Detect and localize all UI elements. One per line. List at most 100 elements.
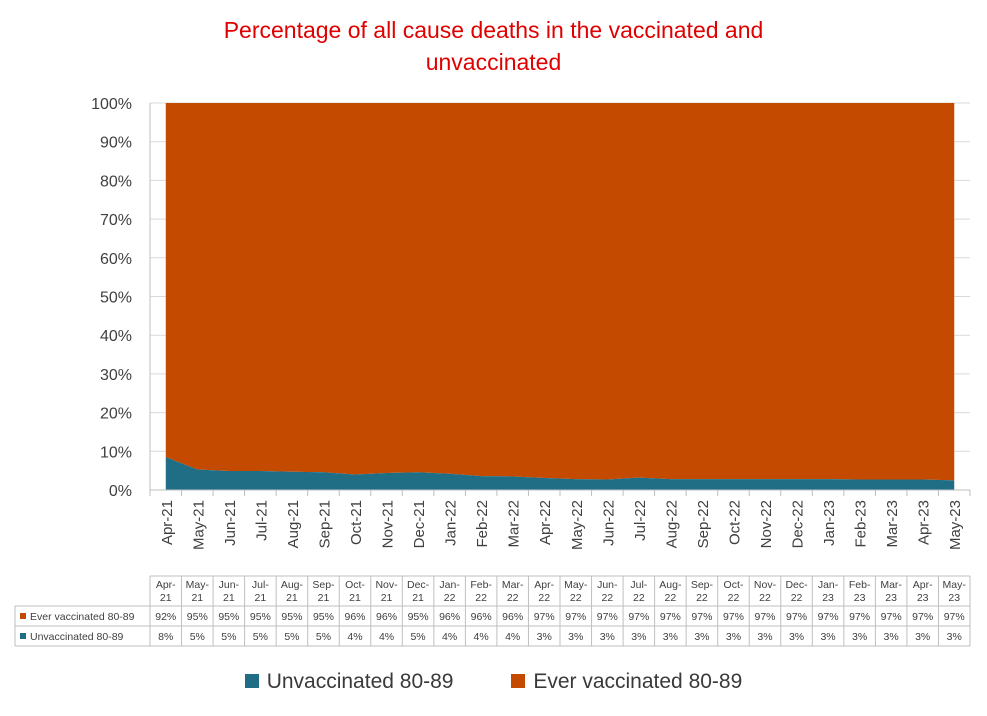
table-cell-value: 5% [284, 631, 299, 643]
chart-title-line-2: unvaccinated [425, 49, 562, 75]
table-header-month: Dec- [407, 579, 430, 591]
legend-swatch-ever-vaccinated [511, 673, 526, 688]
table-cell-value: 97% [754, 611, 775, 623]
x-tick-label: Feb-22 [474, 500, 491, 548]
table-header-month: Oct- [345, 579, 365, 591]
table-header-year: 23 [854, 592, 866, 604]
table-header-year: 22 [601, 592, 613, 604]
x-tick-label: Dec-21 [411, 500, 428, 548]
table-cell-value: 96% [502, 611, 523, 623]
table-row-label: Ever vaccinated 80-89 [30, 611, 135, 623]
table-header-month: May- [186, 579, 210, 591]
table-cell-value: 5% [221, 631, 236, 643]
table-header-year: 22 [633, 592, 645, 604]
legend-label-unvaccinated: Unvaccinated 80-89 [266, 670, 454, 694]
table-cell-value: 97% [818, 611, 839, 623]
x-tick-label: May-22 [569, 500, 586, 550]
legend-item-unvaccinated: Unvaccinated 80-89 [244, 670, 454, 694]
y-tick-label: 30% [100, 367, 132, 384]
y-tick-label: 10% [100, 444, 132, 461]
table-cell-value: 3% [757, 631, 772, 643]
table-cell-value: 97% [849, 611, 870, 623]
table-header-year: 21 [381, 592, 393, 604]
table-header-year: 21 [286, 592, 298, 604]
table-cell-value: 96% [439, 611, 460, 623]
table-header-month: Sep- [691, 579, 714, 591]
legend-swatch-unvaccinated [244, 673, 259, 688]
y-tick-label: 90% [100, 135, 132, 152]
table-cell-value: 97% [912, 611, 933, 623]
y-tick-label: 20% [100, 406, 132, 423]
table-cell-value: 4% [442, 631, 457, 643]
table-header-year: 21 [255, 592, 267, 604]
x-tick-label: Mar-23 [884, 500, 901, 548]
x-tick-label: Jun-21 [222, 500, 239, 546]
table-cell-value: 97% [628, 611, 649, 623]
table-header-year: 22 [759, 592, 771, 604]
table-cell-value: 3% [631, 631, 646, 643]
table-cell-value: 97% [786, 611, 807, 623]
x-tick-label: May-21 [190, 500, 207, 550]
x-tick-label: Dec-22 [790, 500, 807, 548]
table-header-year: 21 [223, 592, 235, 604]
table-cell-value: 97% [660, 611, 681, 623]
x-tick-label: Oct-22 [726, 500, 743, 545]
table-cell-value: 3% [820, 631, 835, 643]
table-cell-value: 3% [915, 631, 930, 643]
table-header-year: 23 [948, 592, 960, 604]
table-cell-value: 3% [884, 631, 899, 643]
x-tick-label: Jul-21 [253, 500, 270, 541]
table-header-month: Nov- [754, 579, 777, 591]
table-header-year: 22 [570, 592, 582, 604]
chart-legend: Unvaccinated 80-89 Ever vaccinated 80-89 [0, 670, 987, 694]
table-cell-value: 5% [316, 631, 331, 643]
x-tick-label: Jul-22 [632, 500, 649, 541]
table-cell-value: 5% [410, 631, 425, 643]
table-header-year: 22 [696, 592, 708, 604]
table-header-month: Aug- [281, 579, 304, 591]
x-tick-label: Feb-23 [853, 500, 870, 548]
table-header-month: Feb- [470, 579, 492, 591]
table-header-year: 23 [822, 592, 834, 604]
table-row-swatch [20, 613, 26, 619]
x-tick-label: Jan-22 [443, 500, 460, 546]
area-unvaccinated [165, 457, 955, 490]
table-header-year: 22 [444, 592, 456, 604]
table-header-month: Apr- [913, 579, 933, 591]
table-cell-value: 95% [187, 611, 208, 623]
x-tick-label: Mar-22 [506, 500, 523, 548]
table-cell-value: 3% [568, 631, 583, 643]
table-header-month: Jan- [439, 579, 460, 591]
table-cell-value: 96% [471, 611, 492, 623]
table-header-month: Mar- [502, 579, 524, 591]
table-header-year: 23 [917, 592, 929, 604]
table-cell-value: 3% [663, 631, 678, 643]
chart-title-line-1: Percentage of all cause deaths in the va… [223, 17, 764, 43]
table-header-year: 23 [885, 592, 897, 604]
table-cell-value: 95% [281, 611, 302, 623]
table-cell-value: 4% [347, 631, 362, 643]
table-header-month: Feb- [849, 579, 871, 591]
table-cell-value: 95% [313, 611, 334, 623]
x-tick-label: Apr-21 [159, 500, 176, 545]
y-tick-label: 40% [100, 328, 132, 345]
table-header-month: Aug- [659, 579, 682, 591]
table-header-month: Jan- [818, 579, 839, 591]
x-tick-label: Aug-22 [663, 500, 680, 548]
table-cell-value: 95% [250, 611, 271, 623]
table-cell-value: 96% [376, 611, 397, 623]
table-cell-value: 3% [600, 631, 615, 643]
area-ever-vaccinated [165, 103, 955, 481]
y-tick-label: 80% [100, 173, 132, 190]
table-header-year: 21 [318, 592, 330, 604]
table-header-year: 22 [475, 592, 487, 604]
table-header-year: 22 [538, 592, 550, 604]
table-header-year: 21 [349, 592, 361, 604]
y-tick-label: 100% [91, 96, 132, 113]
x-tick-label: Apr-22 [537, 500, 554, 545]
table-cell-value: 3% [694, 631, 709, 643]
x-tick-label: Aug-21 [285, 500, 302, 548]
table-header-month: Sep- [312, 579, 335, 591]
x-tick-label: May-23 [947, 500, 964, 550]
